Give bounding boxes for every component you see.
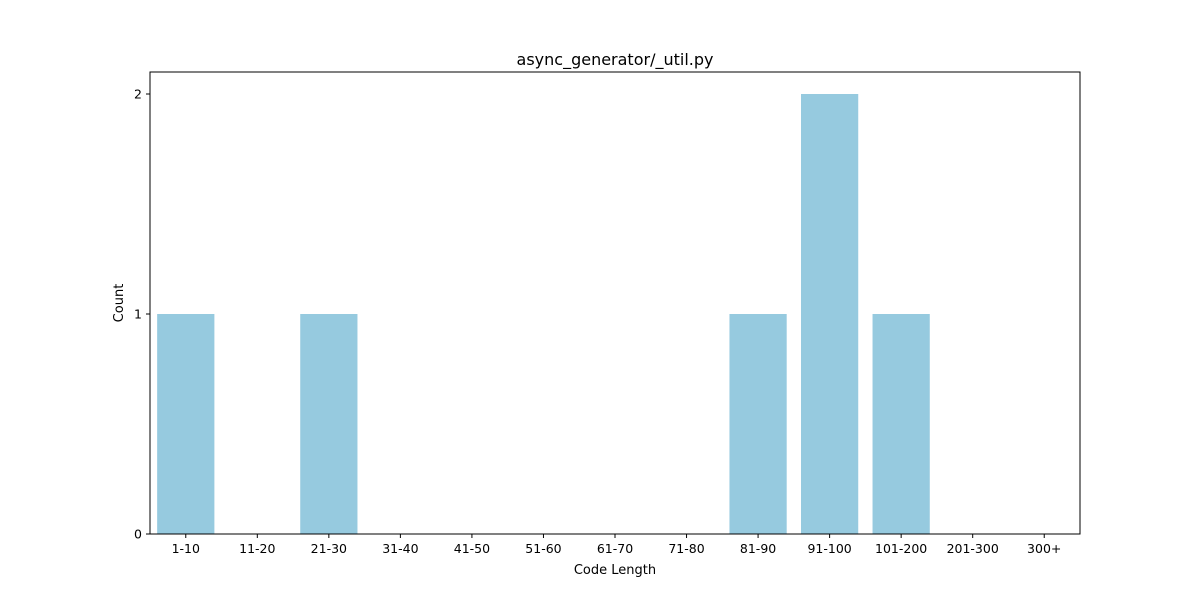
x-tick-label: 11-20 — [239, 541, 275, 556]
y-tick-label: 2 — [134, 87, 142, 102]
bar-81-90 — [729, 314, 787, 534]
x-axis-ticks: 1-10 11-20 21-30 31-40 41-50 51-60 61-70 71-80 8… — [172, 534, 1061, 556]
x-tick-label: 81-90 — [740, 541, 776, 556]
x-tick-label: 71-80 — [668, 541, 704, 556]
bar-91-100 — [801, 94, 859, 534]
x-tick-label: 31-40 — [382, 541, 418, 556]
x-tick-label: 91-100 — [807, 541, 851, 556]
x-tick-label: 21-30 — [311, 541, 347, 556]
plot-frame — [149, 71, 1081, 535]
x-tick-label: 1-10 — [172, 541, 200, 556]
y-tick-label: 0 — [134, 527, 142, 542]
x-tick-label: 201-300 — [947, 541, 999, 556]
x-tick-label: 101-200 — [875, 541, 927, 556]
x-tick-label: 41-50 — [454, 541, 490, 556]
bar-21-30 — [300, 314, 358, 534]
y-tick-label: 1 — [134, 307, 142, 322]
bars-group — [157, 94, 930, 534]
chart-title: async_generator/_util.py — [517, 50, 714, 70]
y-axis-ticks: 0 1 2 — [134, 87, 150, 542]
y-axis-label: Count — [112, 284, 127, 323]
x-tick-label: 61-70 — [597, 541, 633, 556]
x-tick-label: 300+ — [1027, 541, 1061, 556]
bar-1-10 — [157, 314, 215, 534]
x-axis-label: Code Length — [574, 563, 656, 578]
x-tick-label: 51-60 — [525, 541, 561, 556]
bar-101-200 — [872, 314, 930, 534]
